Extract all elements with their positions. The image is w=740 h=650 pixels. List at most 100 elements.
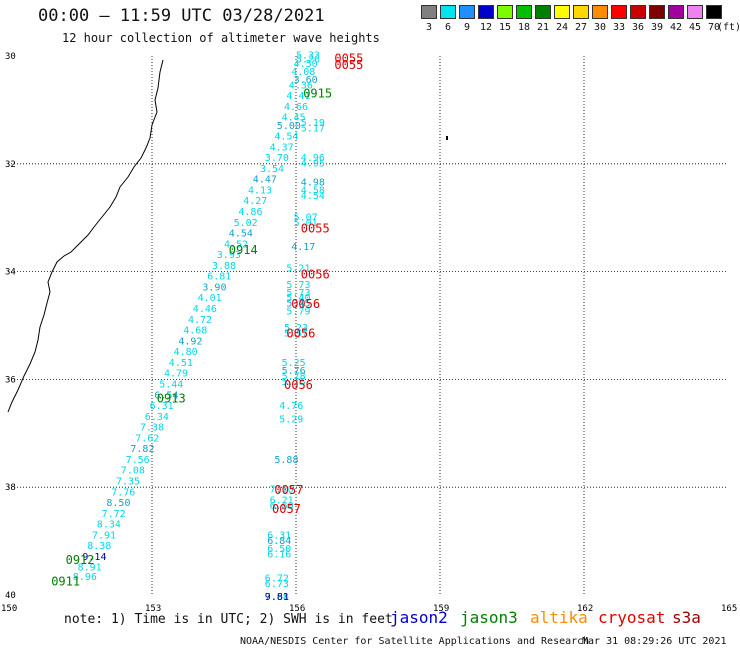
wave-height-value: 5.40 (286, 293, 310, 304)
satellite-cryosat: cryosat (598, 608, 666, 627)
wave-height-value: 7.38 (140, 423, 164, 434)
wave-height-value: 8.38 (87, 541, 111, 552)
legend-swatch (649, 5, 665, 19)
wave-height-value: 4.52 (224, 239, 248, 250)
lat-tick-label: 38 (5, 483, 16, 493)
wave-height-value: 4.80 (174, 347, 198, 358)
legend-swatch (573, 5, 589, 19)
lat-tick-label: 34 (5, 268, 16, 278)
wave-height-value: 3.88 (212, 261, 236, 272)
lon-tick-label: 156 (289, 604, 305, 614)
wave-height-value: 6.34 (145, 412, 169, 423)
wave-height-value: 4.58 (301, 185, 325, 196)
legend-label: 12 (479, 22, 493, 33)
wave-height-value: 4.27 (243, 196, 267, 207)
wave-height-value: 5.23 (284, 323, 308, 334)
wave-height-value: 6.69 (270, 501, 294, 512)
legend-label: 33 (612, 22, 626, 33)
legend-unit: (ft) (716, 22, 740, 33)
satellite-jason3: jason3 (460, 608, 518, 627)
legend-swatch (592, 5, 608, 19)
legend-label: 27 (574, 22, 588, 33)
wave-height-value: 6.73 (265, 579, 289, 590)
wave-height-value: 8.91 (78, 563, 102, 574)
pass-time-label: 0056 (284, 378, 313, 392)
wave-height-value: 4.92 (178, 336, 202, 347)
wave-height-value: 4.95 (301, 158, 325, 169)
satellite-altika: altika (530, 608, 588, 627)
wave-height-value: 8.50 (106, 498, 130, 509)
legend-swatch (706, 5, 722, 19)
legend-swatch (421, 5, 437, 19)
wave-height-value: 5.57 (284, 328, 308, 339)
legend-swatch (497, 5, 513, 19)
wave-height-value: 6.84 (267, 536, 291, 547)
wave-height-value: 8.96 (73, 572, 97, 583)
footer-credit: NOAA/NESDIS Center for Satellite Applica… (240, 636, 590, 647)
wave-height-value: 4.54 (229, 229, 253, 240)
wave-height-value: 5.73 (286, 288, 310, 299)
wave-height-value: 6.16 (267, 549, 291, 560)
wave-height-value: 4.41 (286, 91, 310, 102)
legend-label: 30 (593, 22, 607, 33)
wave-height-value: 4.46 (193, 304, 217, 315)
wave-height-value: 4.86 (238, 207, 262, 218)
wave-height-value: 4.54 (274, 132, 298, 143)
pass-time-label: 0912 (66, 553, 95, 567)
pass-time-label: 0055 (334, 52, 363, 66)
wave-height-value: 6.21 (270, 495, 294, 506)
satellite-s3a: s3a (672, 608, 701, 627)
wave-height-value: 4.08 (291, 67, 315, 78)
wave-height-value: 9.14 (82, 552, 106, 563)
wave-height-value: 4.17 (291, 242, 315, 253)
legend-swatch (535, 5, 551, 19)
page-title: 00:00 – 11:59 UTC 03/28/2021 (38, 6, 325, 26)
wave-height-value: 5.73 (286, 280, 310, 291)
wave-height-value: 5.88 (274, 455, 298, 466)
wave-height-value: 7.08 (121, 466, 145, 477)
satellite-jason2: jason2 (390, 608, 448, 627)
coastline (7, 59, 164, 413)
pass-time-label: 0055 (301, 221, 330, 235)
pass-time-label: 0915 (303, 87, 332, 101)
legend-swatch (459, 5, 475, 19)
wave-labels: 5.335.264.504.083.604.364.414.664.455.00… (51, 51, 363, 603)
legend-label: 3 (425, 22, 433, 33)
lat-tick-label: 40 (5, 591, 16, 601)
wave-height-value: 7.76 (111, 487, 135, 498)
pass-time-label: 0913 (157, 391, 186, 405)
wave-height-value: 4.13 (248, 185, 272, 196)
wave-height-value: 4.68 (183, 326, 207, 337)
wave-height-value: 4.47 (253, 175, 277, 186)
wave-height-value: 5.01 (294, 218, 318, 229)
wave-height-value: 4.76 (279, 401, 303, 412)
legend-label: 42 (669, 22, 683, 33)
wave-height-value: 5.25 (282, 358, 306, 369)
wave-height-value: 4.98 (301, 177, 325, 188)
wave-height-value: 6.54 (154, 390, 178, 401)
wave-height-value: 5.07 (294, 212, 318, 223)
wave-height-value: 3.60 (294, 75, 318, 86)
wave-height-value: 5.19 (301, 118, 325, 129)
legend-label: 24 (555, 22, 569, 33)
lon-tick-label: 165 (721, 604, 737, 614)
wave-height-value: 5.76 (282, 366, 306, 377)
legend-swatch (478, 5, 494, 19)
wave-height-value: 4.79 (164, 369, 188, 380)
lat-tick-label: 30 (5, 52, 16, 62)
wave-height-value: 4.72 (188, 315, 212, 326)
wave-height-value: 5.02 (234, 218, 258, 229)
legend-swatch (687, 5, 703, 19)
legend-label: 45 (688, 22, 702, 33)
wave-height-value: 6.31 (150, 401, 174, 412)
wave-height-value: 5.75 (282, 377, 306, 388)
wave-height-value: 6.81 (207, 272, 231, 283)
legend-label: 9 (463, 22, 471, 33)
wave-height-value: 8.34 (97, 520, 121, 531)
legend-swatch (554, 5, 570, 19)
lon-tick-label: 150 (1, 604, 17, 614)
pass-time-label: 0055 (334, 58, 363, 72)
page-subtitle: 12 hour collection of altimeter wave hei… (62, 31, 380, 45)
wave-height-value: 6.50 (267, 544, 291, 555)
